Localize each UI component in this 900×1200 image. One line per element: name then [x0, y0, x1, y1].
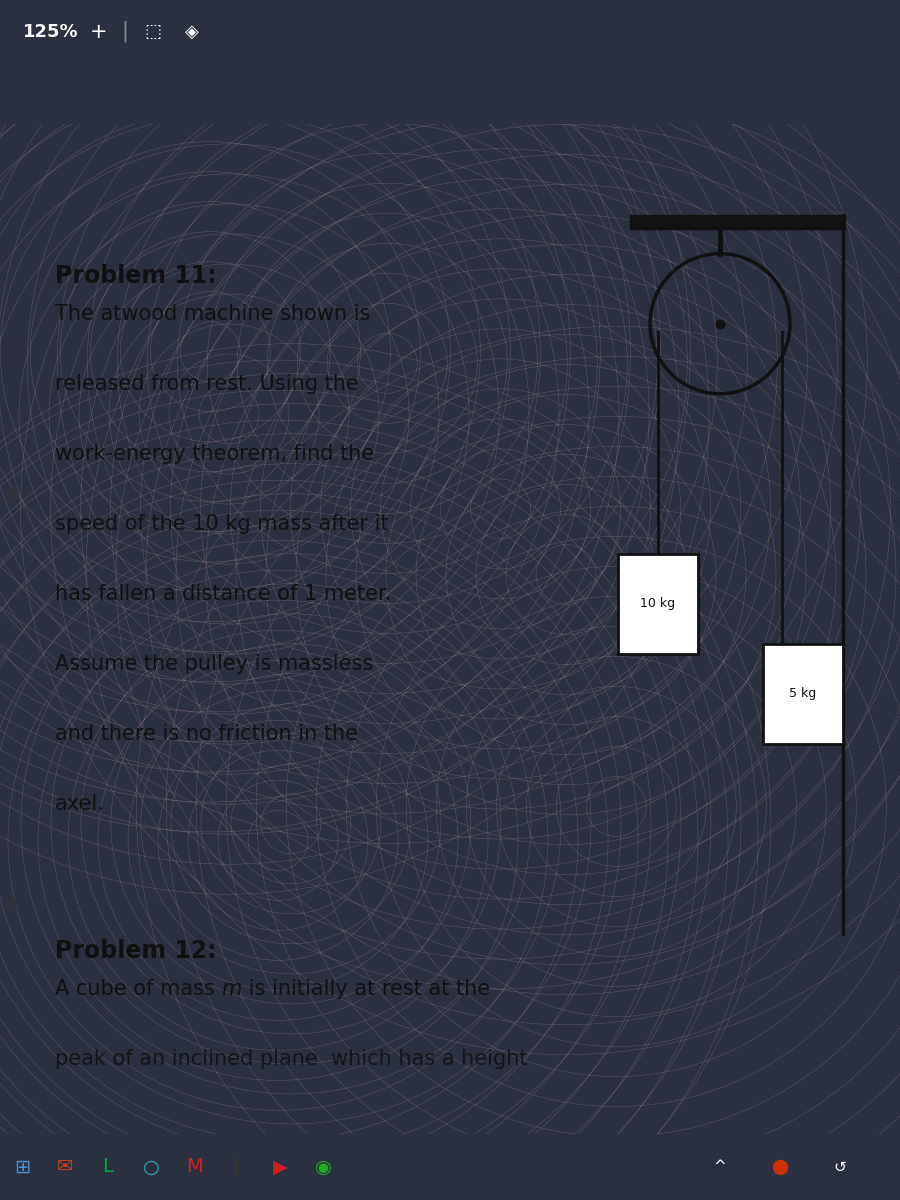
Text: The atwood machine shown is: The atwood machine shown is: [55, 304, 371, 324]
Text: ⬤: ⬤: [771, 1159, 788, 1175]
Text: L: L: [103, 1158, 113, 1176]
Bar: [618, 553, 698, 654]
Text: released from rest. Using the: released from rest. Using the: [55, 373, 359, 394]
Text: speed of the 10 kg mass after it: speed of the 10 kg mass after it: [55, 514, 389, 534]
Bar: [630, 215, 845, 229]
Text: ◈: ◈: [184, 23, 198, 41]
Text: 5 kg: 5 kg: [789, 688, 816, 701]
Text: 125%: 125%: [22, 23, 78, 41]
Text: has fallen a distance of 1 meter.: has fallen a distance of 1 meter.: [55, 583, 392, 604]
Text: ✉: ✉: [57, 1158, 73, 1176]
Text: peak of an inclined plane  which has a height: peak of an inclined plane which has a he…: [55, 1049, 527, 1069]
Text: M: M: [185, 1158, 202, 1176]
Text: Problem 12:: Problem 12:: [55, 938, 217, 962]
Text: ◉: ◉: [314, 1158, 331, 1176]
Text: |: |: [122, 20, 129, 42]
Text: axel.: axel.: [55, 794, 105, 814]
Text: ⬚: ⬚: [144, 23, 161, 41]
Text: is initially at rest at the: is initially at rest at the: [242, 979, 490, 998]
Text: 10 kg: 10 kg: [641, 598, 676, 611]
Text: A cube of mass: A cube of mass: [55, 979, 221, 998]
Text: e: e: [5, 894, 18, 914]
Text: ○: ○: [142, 1158, 159, 1176]
Text: and there is no friction in the: and there is no friction in the: [55, 724, 358, 744]
Text: ▶: ▶: [273, 1158, 287, 1176]
Text: e: e: [5, 484, 18, 504]
Text: +: +: [90, 22, 108, 42]
Bar: [763, 644, 843, 744]
Text: work-energy theorem, find the: work-energy theorem, find the: [55, 444, 374, 463]
Text: Assume the pulley is massless: Assume the pulley is massless: [55, 654, 373, 674]
Text: ^: ^: [714, 1159, 726, 1175]
Text: ❙: ❙: [229, 1158, 245, 1176]
Text: Problem 11:: Problem 11:: [55, 264, 217, 288]
Text: m: m: [221, 979, 242, 998]
Text: ↺: ↺: [833, 1159, 846, 1175]
Text: ⊞: ⊞: [14, 1158, 31, 1176]
